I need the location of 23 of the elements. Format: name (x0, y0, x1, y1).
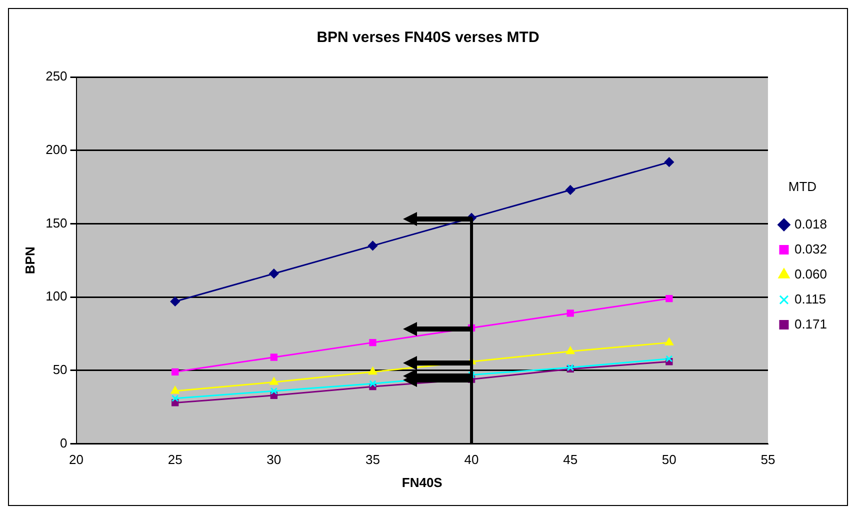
x-tick-label: 40 (464, 452, 479, 468)
x-tick-label: 25 (168, 452, 182, 468)
legend-label: 0.171 (794, 316, 828, 332)
y-axis-title: BPN (22, 246, 38, 274)
legend-label: 0.018 (794, 216, 828, 232)
chart-title: BPN verses FN40S verses MTD (316, 29, 540, 46)
y-tick-label: 250 (46, 68, 68, 84)
x-tick-label: 55 (760, 452, 776, 468)
legend-label: 0.115 (794, 291, 826, 306)
x-tick-label: 35 (365, 452, 380, 468)
y-tick-label: 0 (60, 435, 68, 450)
x-tick-label: 50 (662, 452, 676, 468)
x-tick-label: 30 (266, 452, 282, 468)
legend-label: 0.032 (794, 241, 828, 256)
legend-label: 0.060 (794, 266, 828, 282)
y-tick-label: 150 (46, 215, 68, 230)
y-tick-label: 50 (52, 362, 68, 378)
y-tick-label: 100 (46, 288, 68, 304)
legend-title: MTD (788, 178, 817, 194)
x-tick-label: 45 (563, 452, 578, 468)
x-axis-title: FN40S (402, 474, 443, 490)
y-tick-label: 200 (46, 142, 68, 157)
x-tick-label: 20 (69, 452, 84, 468)
